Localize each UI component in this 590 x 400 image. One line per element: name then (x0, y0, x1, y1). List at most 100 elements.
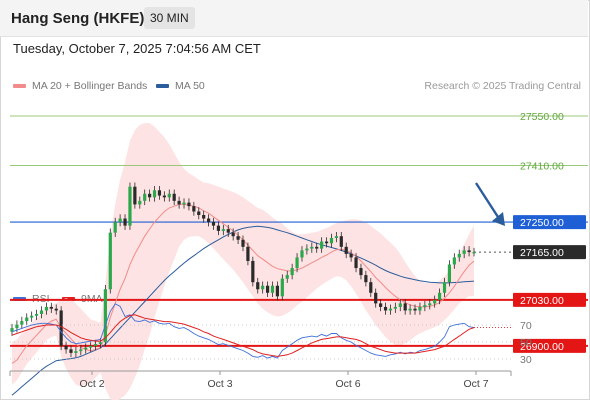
candle-body (462, 250, 466, 254)
candle-body (423, 305, 427, 307)
candle-body (98, 342, 103, 345)
candle-body (152, 190, 157, 198)
candle-body (285, 275, 289, 279)
candle-body (329, 237, 334, 244)
legend-bollinger: MA 20 + Bollinger Bands (13, 80, 147, 92)
legend-bollinger-label: MA 20 + Bollinger Bands (32, 80, 148, 92)
candle-body (324, 241, 329, 244)
candle-body (34, 314, 39, 316)
candle-body (64, 345, 68, 350)
instrument-title: Hang Seng (HKFE) (11, 10, 145, 27)
forecast-arrow-head-icon (492, 212, 505, 226)
candle-body (25, 317, 29, 322)
forecast-arrow-shaft (474, 182, 500, 218)
candle-body (256, 282, 260, 290)
timestamp: Tuesday, October 7, 2025 7:04:56 AM CET (13, 41, 261, 56)
candle-body (339, 236, 343, 247)
candle-body (59, 310, 63, 346)
candle-body (261, 285, 265, 290)
candle-body (157, 190, 162, 196)
price-level-box (513, 245, 586, 260)
candle-body (133, 186, 137, 205)
candle-body (20, 321, 24, 325)
candle-body (310, 246, 314, 249)
candle-body (89, 345, 93, 348)
chart-header: Hang Seng (HKFE) 30 MIN (0, 0, 588, 37)
x-tick-label: Oct 2 (79, 378, 104, 390)
candle-body (320, 241, 324, 249)
candle-body (143, 193, 147, 201)
candle-body (437, 292, 442, 300)
legend-ma50: MA 50 (156, 80, 205, 92)
candle-body (300, 250, 304, 258)
price-level-box (513, 338, 586, 353)
candle-body (15, 324, 19, 329)
candle-body (447, 264, 452, 283)
candle-body (93, 344, 98, 346)
candle-body (408, 308, 412, 311)
x-tick-label: Oct 3 (207, 378, 232, 390)
bollinger-band (12, 123, 474, 400)
candle-body (177, 200, 181, 205)
candle-body (182, 202, 186, 205)
candle-body (270, 285, 275, 293)
candle-body (216, 225, 221, 231)
candle-body (428, 303, 432, 306)
candle-body (246, 246, 250, 261)
candle-body (197, 211, 201, 215)
candle-body (211, 222, 216, 226)
rsi-tick-label: 30 (520, 354, 532, 366)
candle-body (202, 215, 206, 219)
candle-body (275, 285, 280, 297)
interval-selector[interactable]: 30 MIN (144, 7, 195, 29)
candle-body (467, 250, 471, 253)
candle-body (305, 248, 309, 251)
candle-body (374, 292, 378, 304)
candle-body (148, 193, 152, 198)
candle-body (128, 186, 132, 226)
candle-body (472, 252, 476, 254)
candle-body (433, 299, 437, 304)
candle-body (113, 222, 117, 233)
rsi-tick-label: 70 (520, 320, 532, 332)
candle-body (452, 257, 456, 265)
candle-body (187, 202, 191, 207)
candle-body (442, 282, 447, 293)
candle-body (295, 257, 299, 269)
candle-body (108, 232, 112, 290)
candle-body (457, 253, 461, 258)
price-level-label: 27030.00 (520, 295, 564, 307)
price-level-label: 27250.00 (520, 217, 564, 229)
copyright: Research © 2025 Trading Central (424, 80, 581, 92)
candle-body (172, 193, 176, 201)
candle-body (383, 306, 388, 311)
candle-body (393, 306, 397, 309)
candle-body (251, 260, 255, 283)
price-level-label: 27165.00 (520, 247, 564, 259)
candle-body (290, 268, 294, 276)
candle-body (221, 229, 225, 231)
candle-body (206, 218, 211, 223)
legend-ma50-label: MA 50 (175, 80, 205, 92)
ma50-swatch-icon (156, 84, 169, 89)
candle-body (364, 275, 368, 283)
candle-body (349, 253, 353, 258)
candle-body (162, 195, 166, 198)
candle-body (265, 285, 270, 293)
candle-body (10, 328, 14, 332)
price-level-label: 27410.00 (520, 161, 564, 173)
candle-body (241, 239, 245, 247)
candle-body (54, 308, 58, 311)
candle-body (354, 257, 358, 269)
x-tick-label: Oct 6 (335, 378, 360, 390)
candle-body (388, 308, 393, 311)
candle-body (359, 268, 363, 276)
candle-body (334, 236, 338, 238)
candle-body (74, 351, 78, 353)
x-tick-label: Oct 7 (463, 378, 488, 390)
candle-body (118, 218, 122, 223)
candle-body (79, 349, 83, 352)
candle-body (231, 232, 235, 237)
candle-body (30, 315, 34, 318)
